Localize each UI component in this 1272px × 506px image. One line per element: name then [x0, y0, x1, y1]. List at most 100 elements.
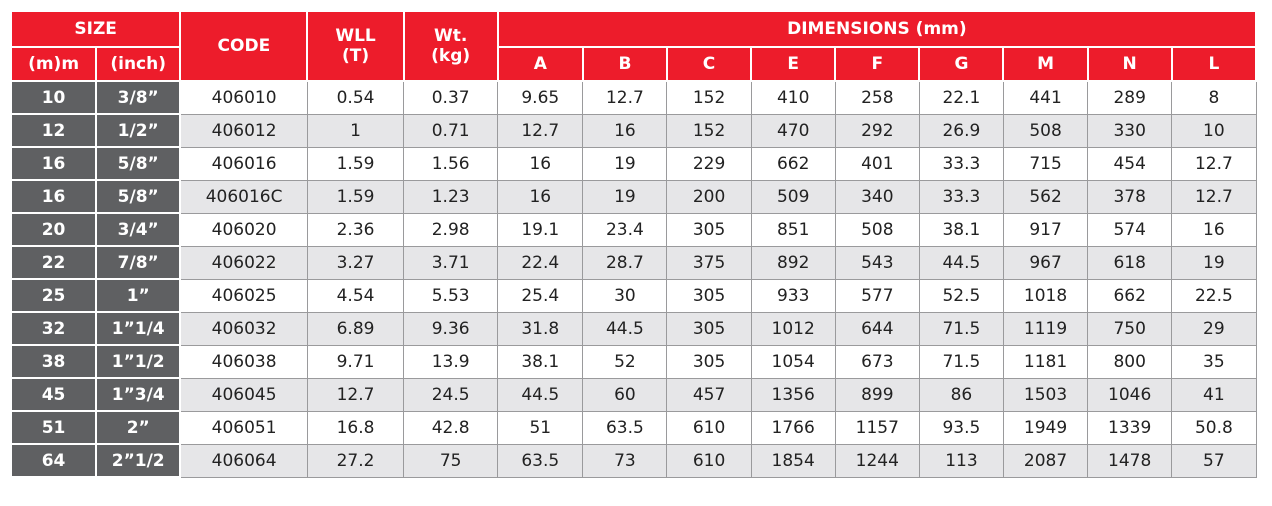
dimension-n-cell: 1339 — [1087, 410, 1173, 445]
dimension-e-cell: 1854 — [750, 443, 836, 478]
code-cell: 406016C — [179, 179, 308, 214]
dimension-c-cell: 610 — [666, 443, 752, 478]
dimension-c-cell: 305 — [666, 212, 752, 247]
wll-cell: 1.59 — [306, 179, 405, 214]
dimension-n-cell: 1478 — [1087, 443, 1173, 478]
dimension-m-cell: 917 — [1002, 212, 1089, 247]
code-cell: 406022 — [179, 245, 308, 280]
weight-cell: 9.36 — [403, 311, 499, 346]
dimension-g-cell: 26.9 — [918, 113, 1004, 148]
code-cell: 406010 — [179, 80, 308, 115]
wll-header-unit: (T) — [341, 46, 370, 66]
dimension-g-cell: 71.5 — [918, 344, 1004, 379]
code-cell: 406020 — [179, 212, 308, 247]
dimension-n-cell: 574 — [1087, 212, 1173, 247]
dimension-header-f: F — [834, 46, 921, 82]
size-mm-cell: 22 — [9, 245, 98, 280]
dimension-a-cell: 9.65 — [497, 80, 584, 115]
wll-cell: 0.54 — [306, 80, 405, 115]
dimension-g-cell: 52.5 — [918, 278, 1004, 313]
dimension-header-n: N — [1086, 46, 1173, 82]
dimension-header-l: L — [1170, 46, 1258, 82]
dimension-f-cell: 292 — [834, 113, 920, 148]
dimension-f-cell: 673 — [834, 344, 920, 379]
weight-cell: 24.5 — [403, 377, 499, 412]
size-mm-cell: 20 — [9, 212, 98, 247]
dimension-header-g: G — [918, 46, 1005, 82]
weight-cell: 0.71 — [403, 113, 499, 148]
dimension-a-cell: 31.8 — [497, 311, 584, 346]
dimension-c-cell: 457 — [666, 377, 752, 412]
dimension-e-cell: 470 — [750, 113, 836, 148]
size-inch-cell: 3/8” — [95, 80, 182, 115]
dimension-m-cell: 715 — [1002, 146, 1089, 181]
dimension-a-cell: 63.5 — [497, 443, 584, 478]
size-inch-cell: 7/8” — [95, 245, 182, 280]
size-mm-cell: 25 — [9, 278, 98, 313]
dimension-c-cell: 229 — [666, 146, 752, 181]
size-inch-cell: 1”3/4 — [95, 377, 182, 412]
dimension-l-cell: 50.8 — [1171, 410, 1257, 445]
dimension-l-cell: 12.7 — [1171, 146, 1257, 181]
dimension-g-cell: 22.1 — [918, 80, 1004, 115]
spec-table: SIZE CODE WLL (T) Wt. (kg) DIMENSIONS (m… — [9, 10, 1258, 478]
wll-cell: 1.59 — [306, 146, 405, 181]
dimension-l-cell: 19 — [1171, 245, 1257, 280]
table-row: 10 3/8” 406010 0.54 0.37 9.65 12.7 152 410 258 22.… — [9, 80, 1257, 115]
code-header: CODE — [179, 10, 309, 82]
dimension-a-cell: 19.1 — [497, 212, 584, 247]
dimension-a-cell: 44.5 — [497, 377, 584, 412]
size-mm-cell: 12 — [9, 113, 98, 148]
size-inch-cell: 1”1/2 — [95, 344, 182, 379]
dimension-m-cell: 1949 — [1002, 410, 1089, 445]
weight-cell: 1.23 — [403, 179, 499, 214]
dimension-a-cell: 12.7 — [497, 113, 584, 148]
dimension-b-cell: 28.7 — [582, 245, 668, 280]
dimension-a-cell: 38.1 — [497, 344, 584, 379]
dimension-f-cell: 644 — [834, 311, 920, 346]
dimension-l-cell: 35 — [1171, 344, 1257, 379]
size-inch-cell: 2” — [95, 410, 182, 445]
size-header: SIZE — [9, 10, 182, 48]
size-mm-cell: 16 — [9, 146, 98, 181]
wll-cell: 2.36 — [306, 212, 405, 247]
wll-cell: 4.54 — [306, 278, 405, 313]
dimension-g-cell: 71.5 — [918, 311, 1004, 346]
wll-header-label: WLL — [335, 26, 376, 46]
table-row: 45 1”3/4 406045 12.7 24.5 44.5 60 457 1356 899 86 1… — [9, 377, 1257, 412]
dimension-c-cell: 305 — [666, 278, 752, 313]
dimension-n-cell: 289 — [1087, 80, 1173, 115]
table-row: 25 1” 406025 4.54 5.53 25.4 30 305 933 577 52.5 101… — [9, 278, 1257, 313]
dimension-b-cell: 63.5 — [582, 410, 668, 445]
dimension-m-cell: 1181 — [1002, 344, 1089, 379]
mm-header: (m)m — [9, 46, 98, 82]
dimension-g-cell: 33.3 — [918, 146, 1004, 181]
dimension-f-cell: 401 — [834, 146, 920, 181]
dimension-e-cell: 1012 — [750, 311, 836, 346]
dimension-g-cell: 93.5 — [918, 410, 1004, 445]
dimensions-header: DIMENSIONS (mm) — [496, 10, 1258, 48]
size-inch-cell: 2”1/2 — [95, 443, 182, 478]
dimension-e-cell: 933 — [750, 278, 836, 313]
dimension-b-cell: 52 — [582, 344, 668, 379]
code-cell: 406025 — [179, 278, 308, 313]
dimension-c-cell: 375 — [666, 245, 752, 280]
dimension-f-cell: 1157 — [834, 410, 920, 445]
dimension-a-cell: 16 — [497, 179, 584, 214]
code-cell: 406016 — [179, 146, 308, 181]
dimension-e-cell: 1356 — [750, 377, 836, 412]
dimension-f-cell: 340 — [834, 179, 920, 214]
dimension-m-cell: 1503 — [1002, 377, 1089, 412]
dimension-l-cell: 41 — [1171, 377, 1257, 412]
dimension-e-cell: 892 — [750, 245, 836, 280]
code-cell: 406064 — [179, 443, 308, 478]
wll-cell: 1 — [306, 113, 405, 148]
dimension-m-cell: 441 — [1002, 80, 1089, 115]
size-inch-cell: 3/4” — [95, 212, 182, 247]
weight-cell: 1.56 — [403, 146, 499, 181]
dimension-n-cell: 454 — [1087, 146, 1173, 181]
dimension-header-a: A — [496, 46, 584, 82]
weight-header-unit: (kg) — [431, 46, 471, 66]
code-cell: 406032 — [179, 311, 308, 346]
dimension-g-cell: 38.1 — [918, 212, 1004, 247]
